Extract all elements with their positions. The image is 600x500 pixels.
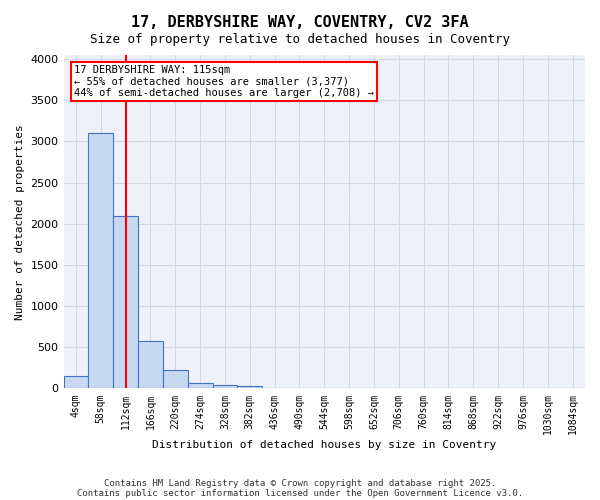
Text: 17, DERBYSHIRE WAY, COVENTRY, CV2 3FA: 17, DERBYSHIRE WAY, COVENTRY, CV2 3FA [131, 15, 469, 30]
Text: 17 DERBYSHIRE WAY: 115sqm
← 55% of detached houses are smaller (3,377)
44% of se: 17 DERBYSHIRE WAY: 115sqm ← 55% of detac… [74, 65, 374, 98]
Bar [163, 370, 188, 388]
Bar [138, 341, 163, 388]
X-axis label: Distribution of detached houses by size in Coventry: Distribution of detached houses by size … [152, 440, 496, 450]
Bar [238, 386, 262, 388]
Bar [113, 216, 138, 388]
Bar [64, 376, 88, 388]
Text: Contains public sector information licensed under the Open Government Licence v3: Contains public sector information licen… [77, 488, 523, 498]
Text: Size of property relative to detached houses in Coventry: Size of property relative to detached ho… [90, 32, 510, 46]
Bar [188, 382, 212, 388]
Y-axis label: Number of detached properties: Number of detached properties [15, 124, 25, 320]
Text: Contains HM Land Registry data © Crown copyright and database right 2025.: Contains HM Land Registry data © Crown c… [104, 478, 496, 488]
Bar [88, 133, 113, 388]
Bar [212, 385, 238, 388]
